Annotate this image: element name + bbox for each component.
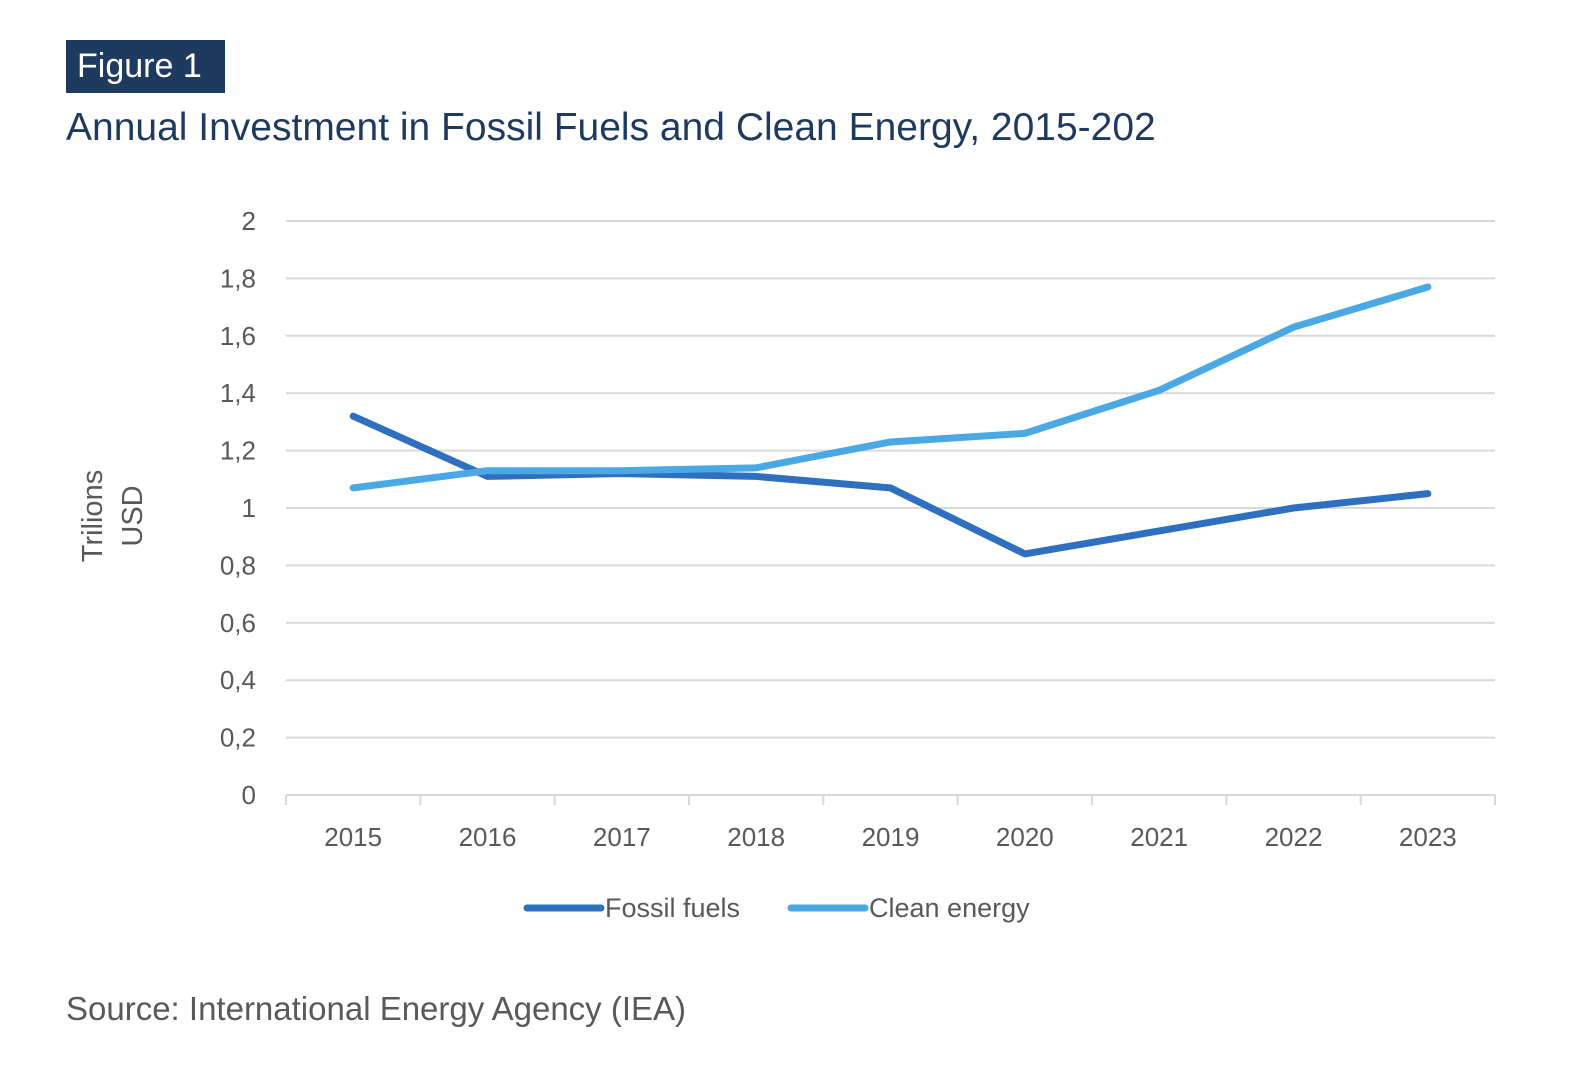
y-axis-title: Trilions USD [77,470,149,562]
y-tick-label: 1,2 [220,436,256,466]
data-point [352,486,355,489]
x-tick-label: 2022 [1265,822,1323,852]
y-tick-label: 1,4 [220,378,256,408]
data-point [889,440,892,443]
y-tick-label: 1,8 [220,263,256,293]
x-tick-label: 2015 [324,822,382,852]
y-tick-label: 0,6 [220,608,256,638]
data-point [486,475,489,478]
y-tick-label: 0,4 [220,665,256,695]
data-point [1158,529,1161,532]
data-point [1292,507,1295,509]
line-chart: 0 0,2 0,4 0,6 0,8 1 1,2 1,4 1,6 1,8 2 2015 2016 2017 2… [77,206,1496,923]
data-point [889,486,892,489]
data-point [1158,389,1161,392]
x-tick-label: 2019 [862,822,920,852]
x-tick-label: 2021 [1130,822,1188,852]
figure-label-badge: Figure 1 [66,40,225,93]
x-tick-label: 2023 [1399,822,1457,852]
y-tick-label: 0,2 [220,723,256,753]
chart-title: Annual Investment in Fossil Fuels and Cl… [66,106,1156,149]
y-axis-title-line: Trilions [77,470,109,562]
x-tick-label: 2018 [727,822,785,852]
y-tick-label: 1 [242,493,256,523]
y-axis-title-line: USD [117,485,149,546]
data-point [486,469,489,472]
y-tick-label: 0 [242,780,256,810]
data-point [755,475,758,478]
data-point [1426,492,1429,495]
data-point [1023,552,1026,555]
legend-label: Fossil fuels [605,893,740,923]
series-line-fossil-fuels [349,412,1432,558]
y-tick-label: 1,6 [220,321,256,351]
y-tick-label: 0,8 [220,550,256,580]
x-tick-label: 2017 [593,822,651,852]
legend-label: Clean energy [869,893,1030,923]
data-point [620,469,623,472]
x-tick-label: 2016 [459,822,517,852]
data-point [1426,286,1429,289]
y-tick-label: 2 [242,206,256,236]
series-line-clean-energy [349,283,1432,492]
source-note: Source: International Energy Agency (IEA… [66,990,687,1027]
data-point [1023,432,1026,435]
data-point [755,466,758,469]
x-tick-label: 2020 [996,822,1054,852]
data-point [352,415,355,418]
data-point [1292,326,1295,329]
